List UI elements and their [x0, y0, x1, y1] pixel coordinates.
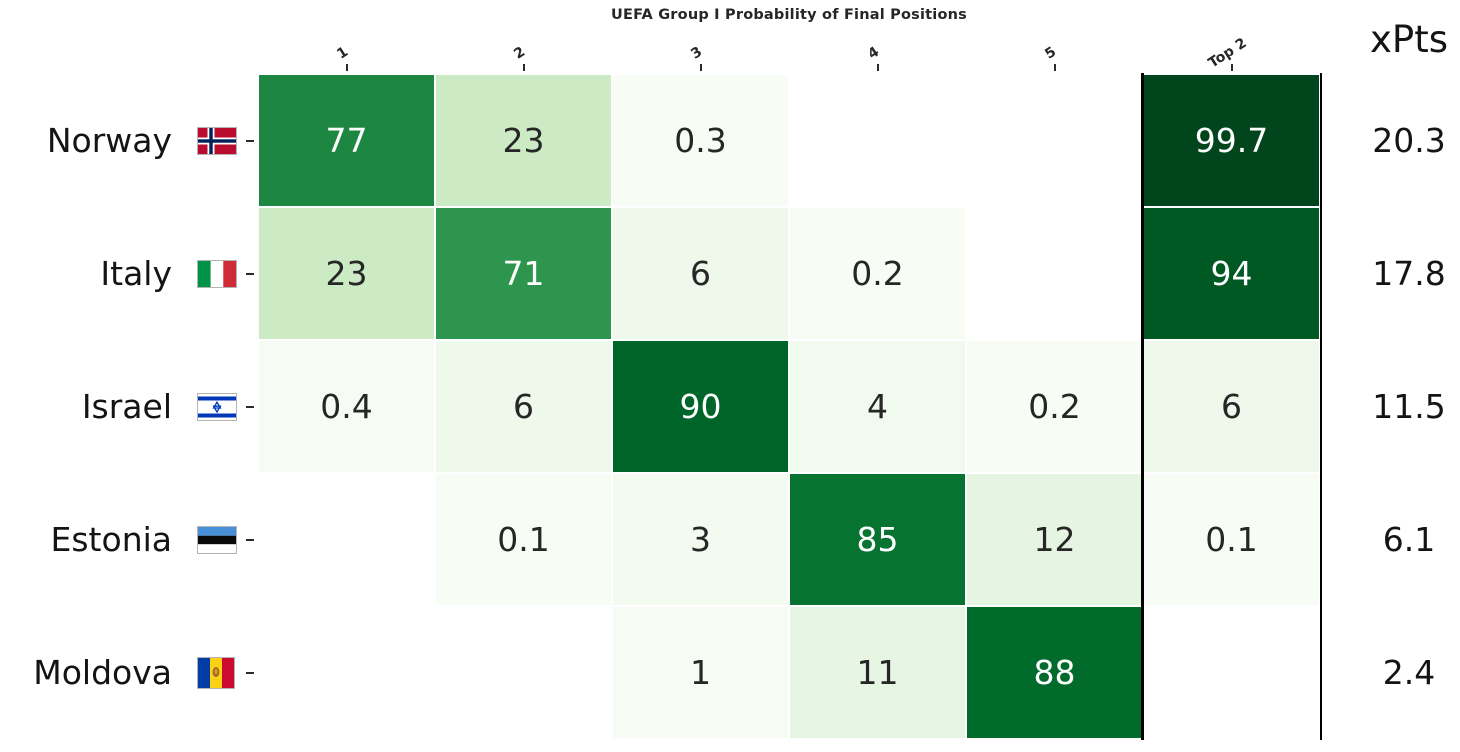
xpts-value: 11.5 [1372, 387, 1446, 426]
heatmap-cell: 1 [613, 607, 788, 738]
heatmap-cell: 88 [967, 607, 1142, 738]
chart-title: UEFA Group I Probability of Final Positi… [611, 7, 967, 23]
xpts-value: 20.3 [1372, 121, 1446, 160]
norway-flag-icon [197, 127, 237, 155]
row-label-norway: Norway [46, 121, 172, 160]
heatmap-cell: 23 [259, 208, 434, 339]
heatmap-cell: 0.1 [1144, 474, 1319, 605]
x-axis-tick [522, 64, 525, 71]
x-axis-label: 2 [510, 43, 528, 63]
row-label-estonia: Estonia [50, 520, 172, 559]
y-axis-tick [246, 139, 254, 142]
heatmap-cell: 12 [967, 474, 1142, 605]
heatmap-cell: 90 [613, 341, 788, 472]
y-axis-tick [246, 671, 254, 674]
row-label-israel: Israel [81, 387, 172, 426]
x-axis-label: 3 [687, 43, 705, 63]
heatmap-cell: 71 [436, 208, 611, 339]
heatmap-cell: 6 [436, 341, 611, 472]
xpts-value: 17.8 [1372, 254, 1446, 293]
heatmap-cell: 99.7 [1144, 75, 1319, 206]
estonia-flag-icon [197, 526, 237, 554]
heatmap-cell: 0.2 [790, 208, 965, 339]
x-axis-label: Top 2 [1205, 35, 1250, 72]
heatmap-cell: 0.1 [436, 474, 611, 605]
heatmap-cell: 3 [613, 474, 788, 605]
heatmap-cell: 0.3 [613, 75, 788, 206]
x-axis-label: 1 [333, 43, 351, 63]
heatmap-cell: 0.4 [259, 341, 434, 472]
y-axis-tick [246, 272, 254, 275]
xpts-value: 6.1 [1382, 520, 1436, 559]
heatmap-cell: 0.2 [967, 341, 1142, 472]
heatmap-cell: 6 [1144, 341, 1319, 472]
xpts-header: xPts [1370, 18, 1448, 61]
italy-flag-icon [197, 260, 237, 288]
row-label-italy: Italy [100, 254, 172, 293]
row-label-moldova: Moldova [33, 653, 172, 692]
x-axis-tick [699, 64, 702, 71]
x-axis-tick [1230, 64, 1233, 71]
x-axis-label: 4 [864, 43, 882, 63]
x-axis-tick [345, 64, 348, 71]
heatmap-cell: 94 [1144, 208, 1319, 339]
x-axis-tick [1053, 64, 1056, 71]
moldova-flag-icon [197, 657, 235, 689]
heatmap-cell: 23 [436, 75, 611, 206]
heatmap-cell: 6 [613, 208, 788, 339]
x-axis-tick [876, 64, 879, 71]
israel-flag-icon [197, 393, 237, 421]
y-axis-tick [246, 538, 254, 541]
heatmap-cell: 4 [790, 341, 965, 472]
y-axis-tick [246, 405, 254, 408]
heatmap-cell: 85 [790, 474, 965, 605]
heatmap-cell: 77 [259, 75, 434, 206]
x-axis-label: 5 [1041, 43, 1059, 63]
heatmap-cell: 11 [790, 607, 965, 738]
xpts-value: 2.4 [1382, 653, 1436, 692]
